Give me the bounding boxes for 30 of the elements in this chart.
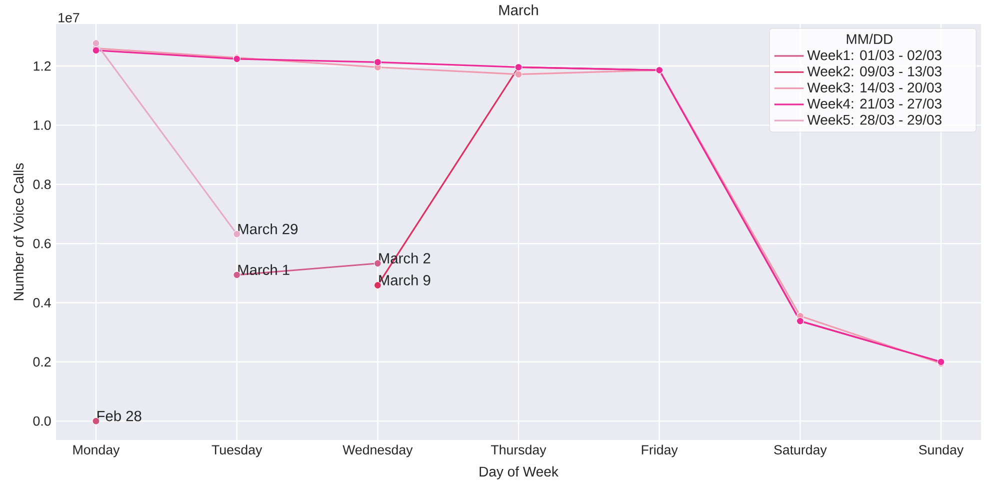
x-tick-label: Friday — [642, 444, 678, 458]
annotation: March 29 — [238, 223, 298, 234]
y-tick-label: 0.8 — [33, 180, 51, 190]
legend-label: Week3: 14/03 - 20/03 — [807, 82, 942, 92]
legend-label: Week5: 28/03 - 29/03 — [807, 114, 942, 125]
legend-label: Week4: 21/03 - 27/03 — [807, 98, 942, 109]
point — [514, 70, 522, 78]
point — [374, 58, 382, 66]
legend-title: MM/DD — [846, 34, 892, 44]
x-tick-label: Saturday — [774, 444, 827, 458]
y-tick-label: 0.4 — [33, 298, 51, 308]
y-tick-label: 0.6 — [33, 238, 51, 248]
x-axis-title: Day of Week — [480, 466, 558, 480]
legend-label: Week2: 09/03 - 13/03 — [807, 66, 942, 76]
x-tick-label: Tuesday — [212, 444, 262, 458]
point — [92, 40, 100, 47]
x-tick-label: Sunday — [919, 444, 964, 458]
y-tick-label: 0.2 — [33, 357, 51, 367]
x-tick-label: Thursday — [491, 444, 546, 458]
x-tick-label: Monday — [73, 444, 120, 458]
text: 1e7 — [58, 13, 80, 22]
annotation: Feb 28 — [97, 410, 142, 422]
chart-title: March — [499, 4, 538, 16]
x-tick-label: Wednesday — [342, 444, 413, 458]
y-axis-title: Number of Voice Calls — [13, 163, 24, 300]
point — [92, 46, 100, 54]
legend-label: Week1: 01/03 - 02/03 — [807, 50, 942, 60]
y-tick-label: 1.0 — [34, 120, 51, 130]
y-tick-label: 0.0 — [33, 416, 51, 426]
y-tick-label: 1.2 — [34, 61, 51, 71]
